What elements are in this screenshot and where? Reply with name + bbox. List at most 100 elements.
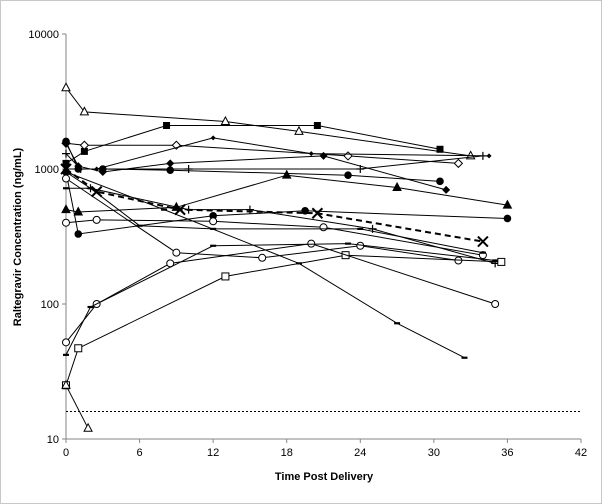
x-tick-label: 18 — [281, 447, 293, 459]
data-point — [210, 135, 216, 141]
data-point — [486, 153, 492, 159]
data-point — [83, 422, 93, 432]
data-point — [319, 223, 328, 232]
x-tick-label: 36 — [501, 447, 513, 459]
series-line — [66, 187, 483, 254]
data-point — [74, 165, 83, 173]
data-point — [453, 158, 464, 169]
series-18 — [61, 379, 93, 432]
series-group — [60, 82, 513, 432]
data-point — [166, 159, 175, 168]
series-7 — [61, 169, 513, 216]
y-tick-label: 10000 — [28, 29, 59, 41]
series-line — [65, 254, 502, 386]
series-14 — [62, 251, 506, 390]
data-point — [209, 212, 217, 220]
data-point — [294, 125, 304, 135]
series-line — [65, 219, 483, 256]
data-point — [74, 230, 83, 238]
series-8 — [60, 163, 489, 248]
data-point — [98, 165, 107, 173]
series-0 — [61, 82, 476, 160]
series-line — [65, 171, 465, 359]
data-point — [73, 206, 84, 216]
data-point — [392, 181, 402, 191]
series-12 — [63, 187, 486, 254]
data-point — [62, 338, 70, 347]
x-tick-label: 6 — [137, 447, 143, 459]
data-point — [163, 122, 171, 130]
x-axis-title: Time Post Delivery — [275, 471, 374, 483]
data-point — [442, 185, 451, 194]
x-tick-label: 30 — [428, 447, 440, 459]
data-point — [313, 122, 321, 130]
data-point — [61, 204, 71, 214]
data-point — [172, 248, 181, 257]
series-11 — [62, 215, 487, 260]
series-line — [65, 141, 441, 182]
data-point — [436, 145, 444, 153]
data-point — [343, 151, 353, 161]
y-tick-label: 10 — [47, 434, 59, 446]
data-point — [61, 82, 71, 92]
series-line — [65, 171, 496, 264]
series-6 — [62, 137, 444, 186]
data-point — [307, 239, 316, 248]
series-line — [65, 385, 89, 429]
data-point — [281, 169, 292, 179]
axes: 10 100 1000 10000 0 6 12 18 24 30 36 42 — [28, 29, 587, 459]
data-point — [62, 159, 70, 167]
data-point — [74, 344, 83, 353]
data-point — [220, 115, 231, 125]
data-point — [61, 379, 71, 389]
data-point — [497, 257, 506, 266]
data-point — [258, 253, 267, 262]
data-point — [79, 140, 90, 150]
series-17 — [63, 170, 468, 359]
series-line — [65, 143, 447, 191]
data-point — [184, 205, 193, 214]
data-point — [62, 149, 70, 158]
series-9 — [62, 168, 512, 238]
x-tick-label: 42 — [575, 447, 587, 459]
series-line — [66, 137, 490, 170]
data-point — [319, 151, 328, 160]
series-5 — [63, 135, 492, 172]
x-tick-label: 0 — [63, 447, 69, 459]
data-point — [209, 217, 218, 226]
series-16 — [63, 242, 499, 356]
x-tick-label: 12 — [207, 447, 219, 459]
data-point — [436, 177, 444, 186]
series-line — [65, 243, 496, 356]
data-point — [62, 218, 70, 227]
y-axis-title: Raltegravir Concentration (ng/mL) — [12, 147, 24, 326]
data-point — [301, 207, 309, 215]
data-point — [503, 214, 512, 223]
data-point — [477, 235, 489, 248]
data-point — [62, 137, 70, 146]
data-point — [308, 151, 314, 157]
series-13 — [62, 174, 463, 265]
data-point — [245, 205, 254, 214]
series-2 — [61, 138, 464, 169]
data-point — [502, 199, 513, 209]
data-point — [80, 147, 88, 155]
data-point — [79, 106, 90, 116]
series-15 — [62, 239, 500, 347]
data-point — [174, 203, 186, 216]
data-point — [92, 215, 101, 224]
x-tick-label: 24 — [354, 447, 366, 459]
data-point — [184, 165, 193, 173]
data-point — [491, 300, 500, 308]
data-point — [62, 174, 70, 183]
series-line — [65, 142, 459, 164]
series-1 — [62, 122, 444, 167]
data-point — [221, 272, 230, 281]
data-point — [344, 171, 352, 179]
data-point — [311, 207, 324, 219]
y-tick-label: 100 — [41, 299, 59, 311]
series-10 — [62, 168, 500, 268]
series-4 — [62, 139, 451, 194]
